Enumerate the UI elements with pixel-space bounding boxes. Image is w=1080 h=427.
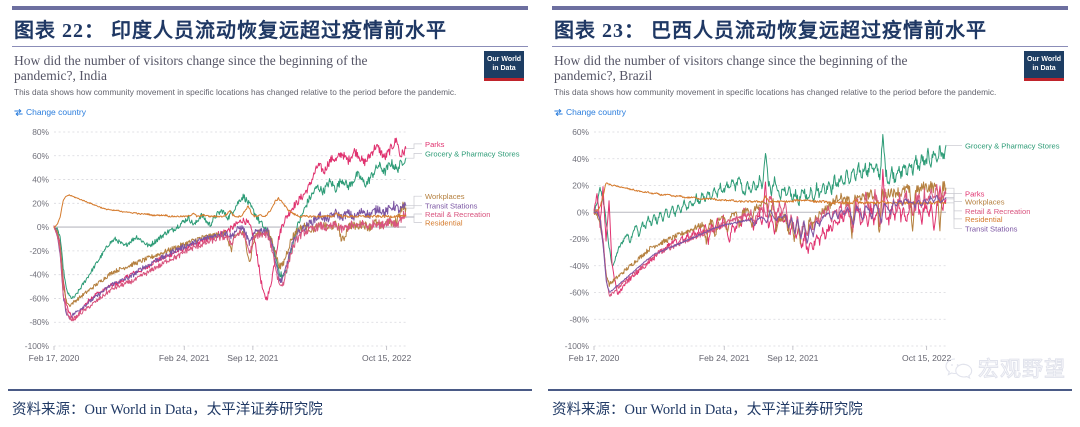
title-underline bbox=[552, 46, 1068, 47]
owid-header: How did the number of visitors change si… bbox=[554, 51, 1066, 98]
source-text-india: 资料来源：Our World in Data，太平洋证券研究院 bbox=[12, 402, 323, 418]
top-rule bbox=[12, 6, 528, 10]
chart-plot-brazil[interactable]: 60% 40% 20% 0% -20% -40% -60% -80% -100% Feb 17, … bbox=[554, 124, 1066, 374]
owid-logo-line2: in Data bbox=[1032, 65, 1056, 72]
svg-text:-80%: -80% bbox=[29, 317, 49, 327]
svg-text:40%: 40% bbox=[32, 175, 49, 185]
our-world-in-data-logo: Our World in Data bbox=[1024, 51, 1064, 81]
svg-text:Oct 15, 2022: Oct 15, 2022 bbox=[362, 353, 411, 363]
title-underline bbox=[12, 46, 528, 47]
svg-text:60%: 60% bbox=[572, 127, 589, 137]
svg-text:40%: 40% bbox=[572, 154, 589, 164]
owid-logo-line2: in Data bbox=[492, 65, 516, 72]
change-country-label: Change country bbox=[566, 107, 627, 117]
line-chart-svg-brazil: 60% 40% 20% 0% -20% -40% -60% -80% -100% Feb 17, … bbox=[565, 127, 1060, 363]
svg-text:0%: 0% bbox=[37, 222, 50, 232]
owid-header: How did the number of visitors change si… bbox=[14, 51, 526, 98]
owid-logo-line1: Our World bbox=[1026, 56, 1062, 63]
source-divider bbox=[548, 389, 1072, 391]
svg-text:-80%: -80% bbox=[569, 314, 589, 324]
svg-text:-40%: -40% bbox=[29, 270, 49, 280]
owid-chart-subtitle: This data shows how community movement i… bbox=[14, 87, 457, 97]
svg-text:80%: 80% bbox=[32, 127, 49, 137]
svg-text:-100%: -100% bbox=[25, 341, 50, 351]
svg-text:Feb 24, 2021: Feb 24, 2021 bbox=[159, 353, 210, 363]
owid-logo-line1: Our World bbox=[486, 56, 522, 63]
legend-label: Grocery & Pharmacy Stores bbox=[965, 141, 1060, 150]
our-world-in-data-logo: Our World in Data bbox=[484, 51, 524, 81]
svg-text:Feb 17, 2020: Feb 17, 2020 bbox=[569, 353, 620, 363]
svg-text:-20%: -20% bbox=[569, 234, 589, 244]
change-country-link[interactable]: Change country bbox=[14, 107, 86, 117]
panel-brazil: 图表 23： 巴西人员流动恢复远超过疫情前水平 How did the numb… bbox=[540, 0, 1080, 427]
legend-label: Grocery & Pharmacy Stores bbox=[425, 149, 520, 158]
svg-text:Sep 12, 2021: Sep 12, 2021 bbox=[227, 353, 278, 363]
legend-label: Residential bbox=[965, 215, 1003, 224]
owid-chart-subtitle: This data shows how community movement i… bbox=[554, 87, 997, 97]
svg-text:Oct 15, 2022: Oct 15, 2022 bbox=[902, 353, 951, 363]
line-chart-svg-india: 80% 60% 40% 20% 0% -20% -40% -60% -80% -100% Feb 1… bbox=[25, 127, 520, 363]
legend-label: Retail & Recreation bbox=[425, 210, 490, 219]
figure-title-23: 图表 23： 巴西人员流动恢复远超过疫情前水平 bbox=[554, 20, 987, 42]
svg-text:-40%: -40% bbox=[569, 261, 589, 271]
panel-india: 图表 22： 印度人员流动恢复远超过疫情前水平 How did the numb… bbox=[8, 6, 532, 418]
svg-text:Feb 17, 2020: Feb 17, 2020 bbox=[29, 353, 80, 363]
owid-chart-title: How did the number of visitors change si… bbox=[554, 53, 908, 83]
swap-arrows-icon bbox=[554, 108, 563, 116]
top-rule bbox=[552, 6, 1068, 10]
svg-text:-20%: -20% bbox=[29, 246, 49, 256]
svg-text:-60%: -60% bbox=[569, 288, 589, 298]
svg-text:20%: 20% bbox=[32, 198, 49, 208]
legend-label: Retail & Recreation bbox=[965, 207, 1030, 216]
svg-text:Feb 24, 2021: Feb 24, 2021 bbox=[699, 353, 750, 363]
legend-label: Parks bbox=[965, 190, 985, 199]
legend-label: Parks bbox=[425, 140, 445, 149]
change-country-link[interactable]: Change country bbox=[554, 107, 626, 117]
owid-chart-card-brazil: How did the number of visitors change si… bbox=[550, 47, 1070, 374]
chart-plot-india[interactable]: 80% 60% 40% 20% 0% -20% -40% -60% -80% -100% Feb 1… bbox=[14, 124, 526, 374]
change-country-label: Change country bbox=[26, 107, 87, 117]
figure-title-22: 图表 22： 印度人员流动恢复远超过疫情前水平 bbox=[14, 20, 447, 42]
source-divider bbox=[8, 389, 532, 391]
svg-text:20%: 20% bbox=[572, 181, 589, 191]
svg-text:0%: 0% bbox=[577, 207, 590, 217]
owid-chart-title: How did the number of visitors change si… bbox=[14, 53, 368, 83]
swap-arrows-icon bbox=[14, 108, 23, 116]
legend-label: Transit Stations bbox=[965, 224, 1018, 233]
legend-label: Transit Stations bbox=[425, 202, 478, 211]
legend-label: Workplaces bbox=[965, 198, 1005, 207]
legend-label: Workplaces bbox=[425, 192, 465, 201]
svg-text:Sep 12, 2021: Sep 12, 2021 bbox=[767, 353, 818, 363]
svg-text:60%: 60% bbox=[32, 151, 49, 161]
legend-label: Residential bbox=[425, 218, 463, 227]
svg-text:-60%: -60% bbox=[29, 293, 49, 303]
source-text-brazil: 资料来源：Our World in Data，太平洋证券研究院 bbox=[552, 402, 863, 418]
owid-chart-card-india: How did the number of visitors change si… bbox=[10, 47, 530, 374]
svg-text:-100%: -100% bbox=[565, 341, 590, 351]
